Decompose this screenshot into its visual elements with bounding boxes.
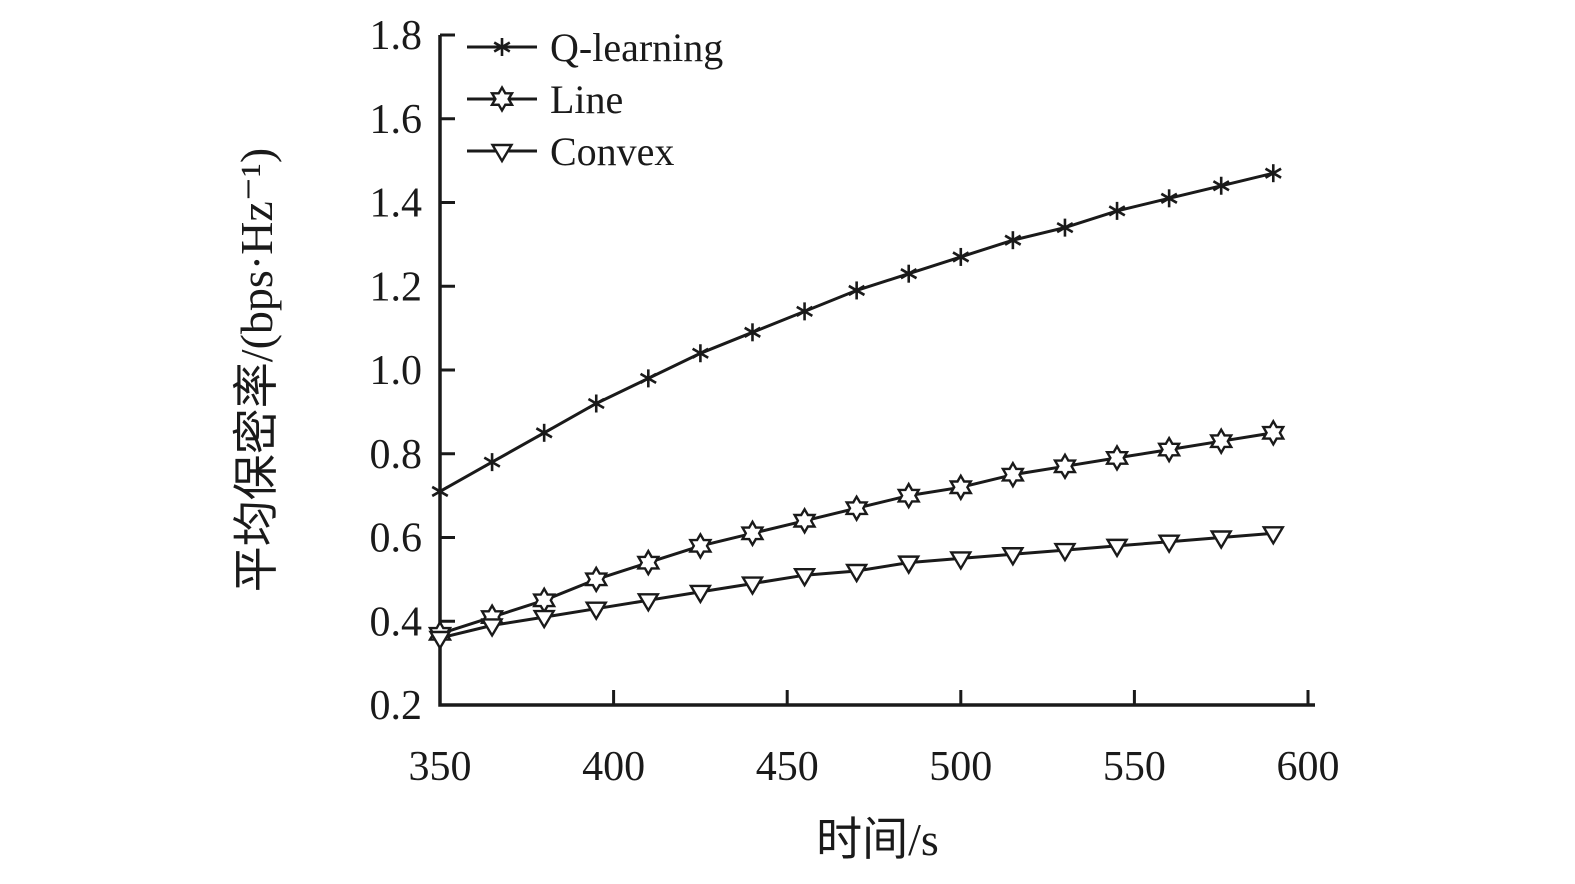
y-tick-label: 1.2 — [370, 264, 423, 310]
series-convex — [428, 526, 1285, 651]
x-tick-label: 550 — [1103, 744, 1166, 790]
x-tick-label: 600 — [1277, 744, 1340, 790]
y-tick-label: 0.2 — [370, 683, 423, 729]
legend-item-q-learning: Q-learning — [467, 25, 723, 70]
y-axis-title: 平均保密率/(bps·Hz⁻¹) — [231, 148, 282, 592]
legend-label: Convex — [550, 129, 674, 174]
y-tick-label: 1.8 — [370, 13, 423, 59]
axes: 350 400 450 500 550 600 0.2 0.4 0.6 0.8 1.0 1.2 1.4 1… — [231, 13, 1340, 865]
x-tick-label: 500 — [929, 744, 992, 790]
series-line — [439, 531, 1274, 640]
x-tick-label: 450 — [756, 744, 819, 790]
series-line — [439, 431, 1274, 636]
y-tick-label: 1.0 — [370, 348, 423, 394]
legend: Q-learning Line Convex — [467, 25, 723, 174]
series-line — [439, 171, 1274, 493]
legend-item-line: Line — [467, 77, 623, 122]
x-axis-title: 时间/s — [816, 814, 939, 865]
series-q-learning — [431, 164, 1282, 501]
y-tick-label: 0.4 — [370, 599, 423, 645]
x-tick-label: 400 — [582, 744, 645, 790]
x-tick-label: 350 — [409, 744, 472, 790]
y-tick-label: 0.8 — [370, 432, 423, 478]
legend-label: Q-learning — [550, 25, 723, 70]
legend-label: Line — [550, 77, 623, 122]
y-tick-label: 0.6 — [370, 516, 423, 562]
legend-item-convex: Convex — [467, 129, 674, 174]
y-tick-label: 1.6 — [370, 97, 423, 143]
y-tick-label: 1.4 — [370, 181, 423, 227]
series-line — [427, 418, 1286, 648]
